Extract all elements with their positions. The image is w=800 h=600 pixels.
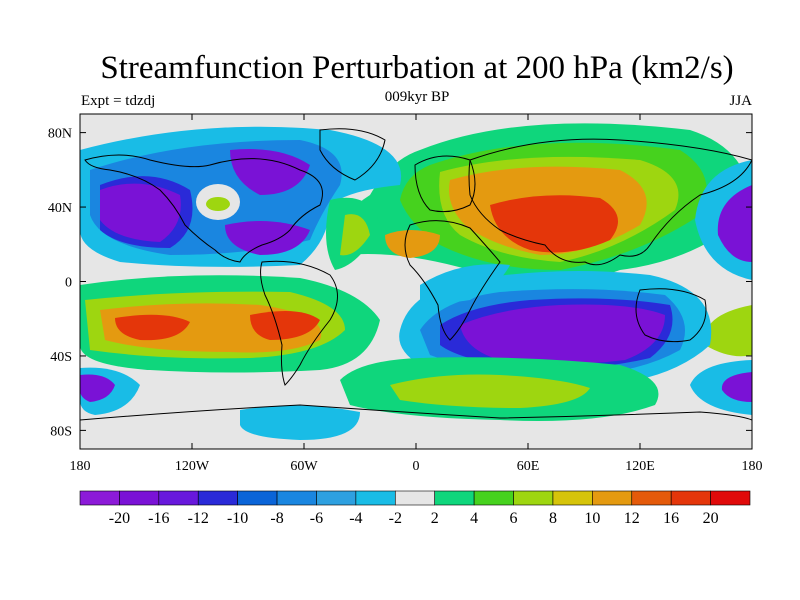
field-neg-caribbean-core (225, 221, 310, 255)
field-neg-antarctic-left (240, 405, 360, 440)
colorbar: -20 -16 -12 -10 -8 -6 -4 -2 2 4 6 8 10 12 16 20 (79, 490, 751, 527)
colorbar-swatch (158, 490, 199, 506)
colorbar-label: -10 (227, 510, 248, 527)
coast-north-america (84, 154, 323, 263)
colorbar-swatch (394, 490, 436, 506)
colorbar-label: -2 (389, 510, 402, 527)
field-pos-atlantic-streak-inner (340, 214, 370, 256)
colorbar-label: 12 (624, 510, 640, 527)
field-neg-antarctic-left-core (80, 374, 115, 402)
colorbar-swatch (119, 490, 160, 506)
colorbar-label: -4 (349, 510, 362, 527)
colorbar-swatch (237, 490, 278, 506)
colorbar-label: 4 (470, 510, 478, 527)
y-tick-label: 0 (65, 276, 72, 291)
coast-greenland (319, 128, 386, 181)
x-tick-label: 60E (517, 459, 540, 474)
colorbar-swatch (513, 490, 554, 506)
x-tick-label: 120W (175, 459, 210, 474)
y-tick-label: 40S (50, 350, 72, 365)
field-pos-small (206, 197, 230, 211)
colorbar-label: -6 (310, 510, 323, 527)
field-neg-indian-core (460, 304, 665, 364)
coast-antarctica (80, 404, 752, 421)
axis-ticks: 180 120W 60W 0 60E 120E 180 80N 40N 0 40S 80S (48, 114, 763, 474)
experiment-label: Expt = tdzdj (81, 93, 156, 109)
colorbar-swatch (631, 490, 672, 506)
colorbar-swatch (434, 490, 475, 506)
field-pos-eurasia-core (490, 195, 618, 253)
colorbar-swatch (552, 490, 593, 506)
x-tick-label: 180 (742, 459, 763, 474)
colorbar-swatch (592, 490, 633, 506)
colorbar-swatch (473, 490, 514, 506)
colorbar-label: 8 (549, 510, 557, 527)
colorbar-label: -8 (270, 510, 283, 527)
coast-south-america (260, 260, 338, 386)
y-tick-label: 80N (48, 127, 72, 142)
field-pos-southern-ocean-inner (390, 374, 590, 408)
colorbar-label: 10 (584, 510, 600, 527)
field-neg-antarctic-right-core (721, 372, 752, 402)
colorbar-label: 16 (663, 510, 679, 527)
chart-title: Streamfunction Perturbation at 200 hPa (… (100, 50, 734, 86)
field-neg-wpacific-core (717, 185, 752, 262)
coast-asia (468, 138, 752, 266)
x-tick-label: 120E (625, 459, 655, 474)
streamfunction-field (80, 123, 752, 440)
colorbar-label: 2 (431, 510, 439, 527)
coast-australia (635, 288, 707, 343)
field-neg-africa-tongue (420, 264, 510, 303)
colorbar-swatch (355, 490, 396, 506)
field-neg-canada-core (230, 149, 310, 195)
colorbar-swatch (276, 490, 317, 506)
field-pos-south-america-core (250, 311, 320, 340)
x-tick-label: 0 (413, 459, 420, 474)
field-pos-south-pacific-core (115, 314, 190, 341)
colorbar-swatch (710, 490, 751, 506)
colorbar-swatch (670, 490, 711, 506)
field-pos-right-edge (704, 305, 752, 357)
chart-subtitle: 009kyr BP (384, 89, 450, 105)
y-tick-label: 40N (48, 201, 72, 216)
field-neg-antarctic-right (690, 360, 752, 415)
x-tick-label: 60W (290, 459, 318, 474)
season-label: JJA (729, 93, 752, 109)
coast-africa (404, 220, 501, 341)
field-pos-mediterranean (385, 230, 440, 258)
colorbar-swatch (79, 490, 120, 506)
x-tick-label: 180 (70, 459, 91, 474)
map-area (80, 114, 752, 449)
coastlines (80, 128, 752, 421)
field-neg-namerica-core (100, 183, 181, 242)
colorbar-label: 6 (510, 510, 518, 527)
colorbar-swatch (197, 490, 238, 506)
y-tick-label: 80S (50, 424, 72, 439)
colorbar-label: -12 (188, 510, 209, 527)
colorbar-label: 20 (703, 510, 719, 527)
colorbar-label: -20 (109, 510, 130, 527)
colorbar-swatch (316, 490, 357, 506)
colorbar-label: -16 (148, 510, 169, 527)
coast-europe (414, 155, 476, 213)
